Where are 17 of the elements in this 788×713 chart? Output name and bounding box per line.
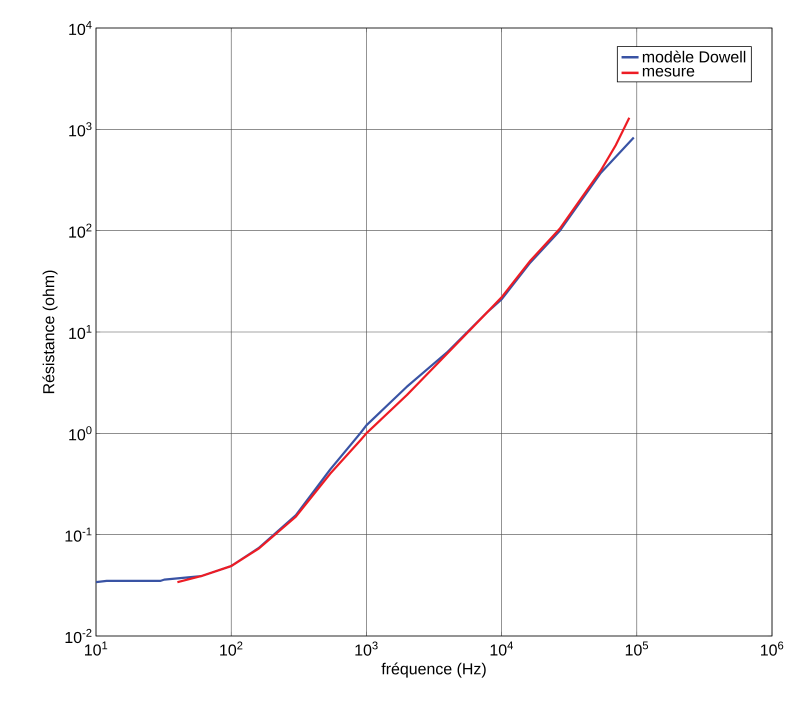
y-tick-label: 10$^{1}$ (69, 324, 92, 340)
y-tick-label: 10$^{3}$ (69, 122, 92, 136)
legend-label: mesure (642, 68, 694, 77)
x-tick-label: 10$^{6}$ (761, 642, 784, 656)
x-tick-label: 10$^{2}$ (220, 642, 242, 656)
y-axis-title: Résistance (ohm) (42, 270, 58, 394)
x-tick-label: 10$^{3}$ (355, 642, 378, 656)
y-tick-label: 10$^{0}$ (69, 426, 92, 440)
legend-label: modèle Dowell (642, 50, 746, 63)
y-tick-label: 10$^{2}$ (69, 224, 92, 238)
y-tick-label: 10$^{4}$ (69, 20, 92, 36)
x-tick-label: 10$^{5}$ (626, 642, 648, 656)
x-tick-label: 10$^{1}$ (85, 642, 108, 656)
y-tick-label: 10$^{-1}$ (66, 528, 92, 542)
x-tick-label: 10$^{4}$ (490, 642, 513, 656)
y-tick-label: 10$^{-2}$ (66, 628, 92, 644)
x-axis-title: fréquence (Hz) (382, 662, 486, 678)
